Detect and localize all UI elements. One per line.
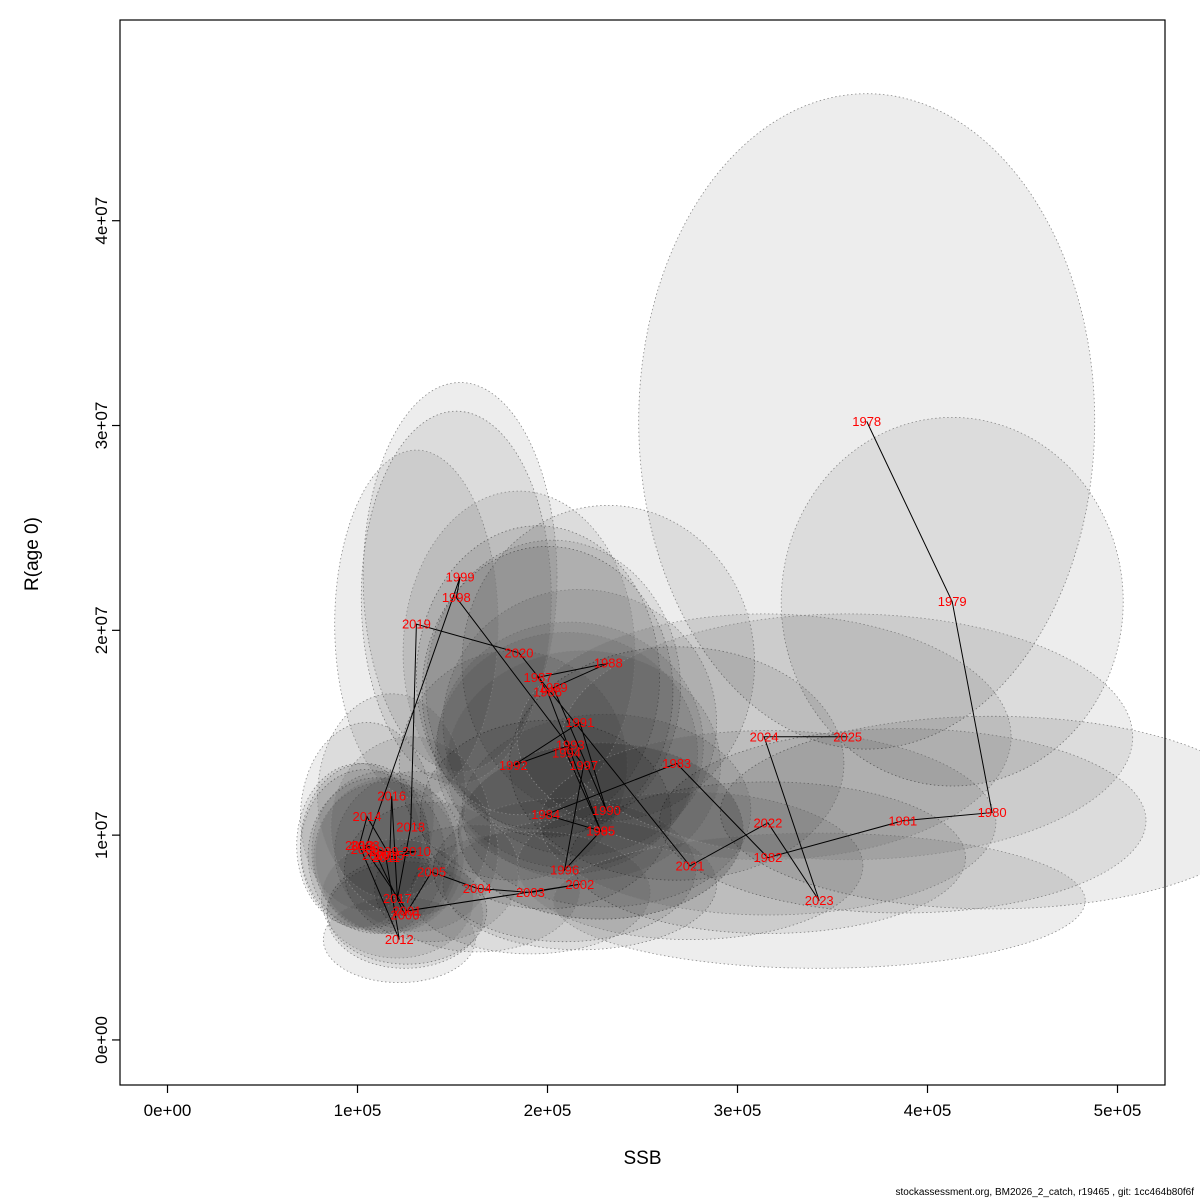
footer-attribution: stockassessment.org, BM2026_2_catch, r19… [895,1187,1194,1198]
year-label: 2009 [370,844,399,859]
year-label: 1995 [586,824,615,839]
y-tick-label: 1e+07 [92,811,111,859]
confidence-ellipse [720,715,1200,910]
year-label: 1991 [565,715,594,730]
y-axis-title: R(age 0) [22,517,43,591]
year-label: 2022 [753,815,782,830]
trajectory-line [358,421,993,940]
year-label: 2012 [385,932,414,947]
year-label: 2020 [505,645,534,660]
plot-frame [119,19,1166,1086]
year-label: 1999 [446,570,475,585]
year-label: 1983 [662,756,691,771]
year-label: 1989 [539,680,568,695]
x-tick-label: 0e+00 [144,1101,192,1120]
year-label: 2025 [833,729,862,744]
year-label: 2002 [565,877,594,892]
year-label: 2023 [805,893,834,908]
year-label: 2013 [345,838,374,853]
year-label: 2004 [463,881,492,896]
year-label: 1978 [852,414,881,429]
year-label: 1986 [533,684,562,699]
year-label: 1984 [531,807,560,822]
year-label: 2010 [402,844,431,859]
year-label: 2016 [377,789,406,804]
year-label: 1997 [569,758,598,773]
year-label: 2006 [391,908,420,923]
year-label: 2003 [516,885,545,900]
year-label: 2008 [351,838,380,853]
x-axis-title: SSB [623,1148,662,1169]
year-label: 2007 [362,848,391,863]
year-label: 2005 [417,865,446,880]
year-label: 1981 [888,813,917,828]
year-label: 1998 [442,590,471,605]
y-tick-label: 4e+07 [92,197,111,245]
year-label: 2018 [396,819,425,834]
year-label: 1992 [499,758,528,773]
x-tick-label: 2e+05 [524,1101,572,1120]
y-tick-label: 3e+07 [92,402,111,450]
y-tick-label: 2e+07 [92,606,111,654]
x-tick-label: 3e+05 [714,1101,762,1120]
year-label: 1985 [586,824,615,839]
x-tick-label: 1e+05 [334,1101,382,1120]
year-label: 2024 [750,729,779,744]
year-label: 1982 [753,850,782,865]
year-label: 2017 [383,891,412,906]
year-label: 1990 [592,803,621,818]
y-tick-label: 0e+00 [92,1016,111,1064]
year-label: 2015 [375,848,404,863]
x-tick-label: 4e+05 [904,1101,952,1120]
year-label: 1980 [978,805,1007,820]
year-label: 1987 [524,670,553,685]
year-label: 1988 [594,656,623,671]
year-label: 2014 [353,809,382,824]
year-label: 2000 [351,842,380,857]
year-label: 2019 [402,617,431,632]
x-tick-label: 5e+05 [1094,1101,1142,1120]
year-label: 2021 [676,858,705,873]
year-label: 2011 [372,850,400,865]
year-label: 1996 [550,863,579,878]
year-label: 1993 [556,738,585,753]
year-label: 1979 [938,594,967,609]
year-label: 2001 [392,903,421,918]
year-label: 1994 [552,746,581,761]
